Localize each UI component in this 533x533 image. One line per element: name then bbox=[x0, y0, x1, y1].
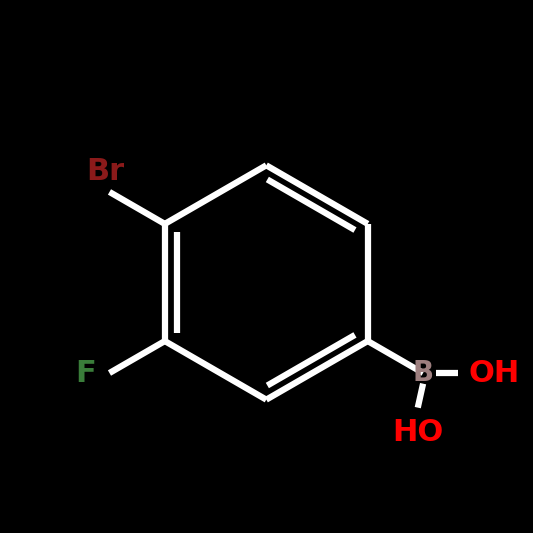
Text: B: B bbox=[413, 359, 434, 387]
Text: F: F bbox=[75, 359, 96, 387]
Text: Br: Br bbox=[86, 157, 124, 185]
Text: HO: HO bbox=[392, 418, 443, 447]
Text: OH: OH bbox=[469, 359, 520, 387]
